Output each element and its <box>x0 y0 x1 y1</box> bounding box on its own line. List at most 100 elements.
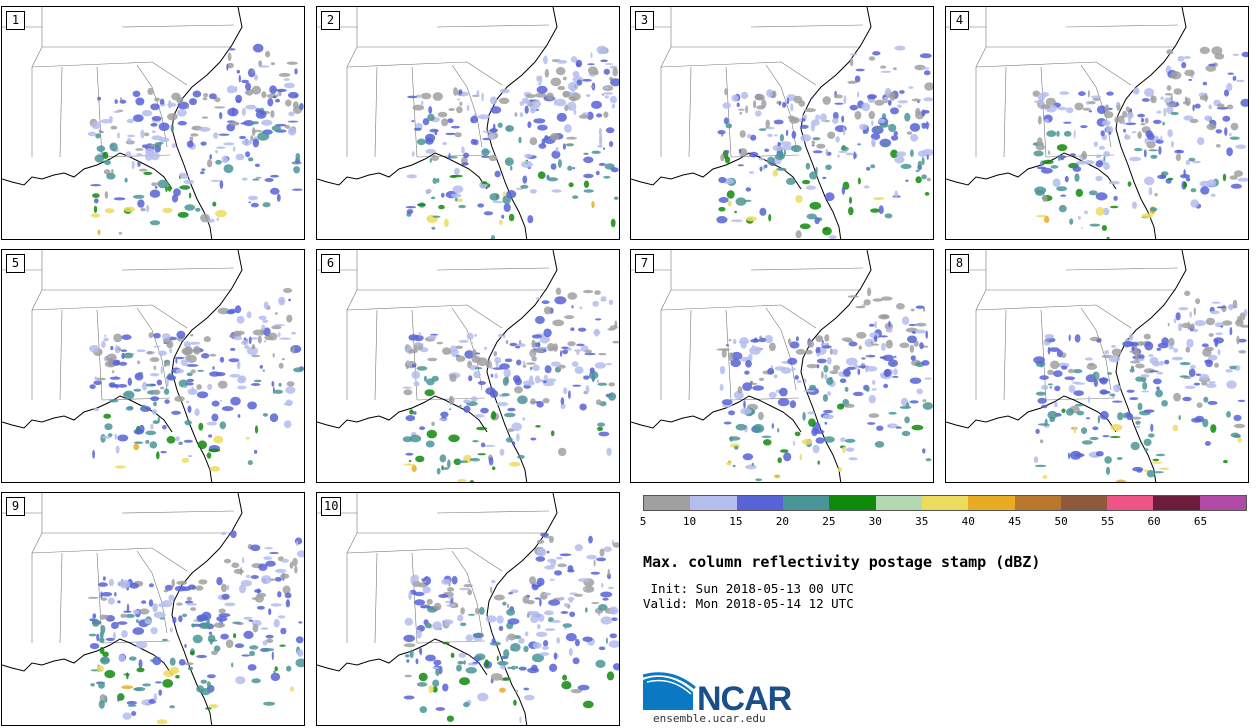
reflectivity-cell <box>113 110 121 113</box>
reflectivity-cell <box>787 115 795 120</box>
reflectivity-cell <box>915 169 920 173</box>
reflectivity-cell <box>452 174 463 178</box>
reflectivity-cell <box>171 578 175 588</box>
reflectivity-cell <box>598 127 602 137</box>
reflectivity-cell <box>568 390 571 400</box>
reflectivity-cell <box>878 314 890 320</box>
reflectivity-cell <box>777 428 780 433</box>
reflectivity-cell <box>175 436 180 442</box>
reflectivity-cell <box>603 92 613 95</box>
reflectivity-cell <box>454 132 462 138</box>
reflectivity-cell <box>1103 151 1111 157</box>
state-border <box>1003 309 1007 401</box>
reflectivity-cell <box>472 440 479 443</box>
reflectivity-cell <box>150 103 160 111</box>
reflectivity-cell <box>811 144 815 147</box>
reflectivity-cell <box>730 219 743 223</box>
reflectivity-cell <box>723 421 732 425</box>
reflectivity-cell <box>111 370 115 374</box>
reflectivity-cell <box>251 354 261 358</box>
reflectivity-cell <box>1237 399 1246 402</box>
reflectivity-cell <box>1050 165 1059 169</box>
reflectivity-cell <box>530 398 536 405</box>
reflectivity-cell <box>845 152 855 156</box>
reflectivity-cell <box>1090 95 1102 99</box>
reflectivity-cell <box>605 637 608 644</box>
reflectivity-cell <box>232 146 236 152</box>
reflectivity-cell <box>88 633 97 637</box>
reflectivity-cell <box>474 653 486 661</box>
reflectivity-cell <box>281 558 289 563</box>
reflectivity-cell <box>582 586 586 591</box>
reflectivity-cell <box>139 168 148 172</box>
reflectivity-cell <box>178 615 183 623</box>
reflectivity-cell <box>570 96 577 102</box>
reflectivity-cell <box>1176 149 1182 153</box>
reflectivity-cell <box>531 339 536 349</box>
reflectivity-cell <box>99 631 104 639</box>
reflectivity-cell <box>411 120 415 123</box>
reflectivity-cell <box>279 337 292 340</box>
reflectivity-cell <box>243 630 254 639</box>
reflectivity-cell <box>572 167 576 170</box>
state-border <box>688 66 692 158</box>
reflectivity-cell <box>1122 341 1134 347</box>
reflectivity-cell <box>145 439 150 444</box>
reflectivity-cell <box>849 104 858 111</box>
reflectivity-cell <box>535 556 546 562</box>
reflectivity-cell <box>870 341 873 345</box>
reflectivity-cell <box>871 343 880 346</box>
reflectivity-cell <box>603 111 609 118</box>
reflectivity-cell <box>1205 317 1216 326</box>
reflectivity-cell <box>551 150 561 159</box>
reflectivity-cell <box>865 387 870 392</box>
reflectivity-cell <box>849 196 852 204</box>
reflectivity-cell <box>208 434 213 438</box>
reflectivity-cell <box>809 201 822 210</box>
reflectivity-cell <box>517 343 526 347</box>
reflectivity-cell <box>552 319 565 327</box>
reflectivity-cell <box>132 114 144 122</box>
reflectivity-cell <box>529 189 537 194</box>
reflectivity-cell <box>233 568 244 575</box>
reflectivity-cell <box>1097 415 1101 424</box>
reflectivity-cell <box>868 413 880 418</box>
reflectivity-cell <box>191 386 194 394</box>
reflectivity-cell <box>557 85 566 91</box>
reflectivity-cell <box>126 672 129 680</box>
reflectivity-cell <box>212 366 215 370</box>
reflectivity-cell <box>1103 156 1106 161</box>
reflectivity-cell <box>1182 101 1190 105</box>
reflectivity-cell <box>565 633 577 642</box>
reflectivity-cell <box>591 602 600 604</box>
reflectivity-cell <box>1137 131 1142 139</box>
reflectivity-cell <box>503 203 511 213</box>
reflectivity-cell <box>568 182 574 188</box>
reflectivity-cell <box>208 639 218 642</box>
reflectivity-cell <box>583 152 589 155</box>
reflectivity-cell <box>849 53 858 56</box>
state-border <box>1045 397 1115 401</box>
reflectivity-cell <box>197 369 204 372</box>
reflectivity-cell <box>1148 149 1159 152</box>
reflectivity-cell <box>610 167 619 173</box>
reflectivity-cell <box>236 360 241 370</box>
ncar-logo-text: NCAR <box>697 680 792 718</box>
reflectivity-cell <box>602 597 609 601</box>
reflectivity-cell <box>114 99 118 104</box>
reflectivity-cell <box>1046 130 1057 137</box>
reflectivity-cell <box>457 660 464 665</box>
reflectivity-cell <box>821 371 824 379</box>
reflectivity-cell <box>887 423 898 429</box>
reflectivity-cell <box>227 52 232 62</box>
reflectivity-cell <box>871 138 876 147</box>
reflectivity-cell <box>1227 72 1234 75</box>
reflectivity-cell <box>463 405 471 413</box>
reflectivity-cell <box>501 214 505 219</box>
reflectivity-cell <box>801 118 806 122</box>
reflectivity-cell <box>530 437 537 441</box>
reflectivity-cell <box>235 153 245 161</box>
reflectivity-cell <box>117 434 129 442</box>
reflectivity-cell <box>1153 471 1164 474</box>
reflectivity-cell <box>449 408 452 411</box>
